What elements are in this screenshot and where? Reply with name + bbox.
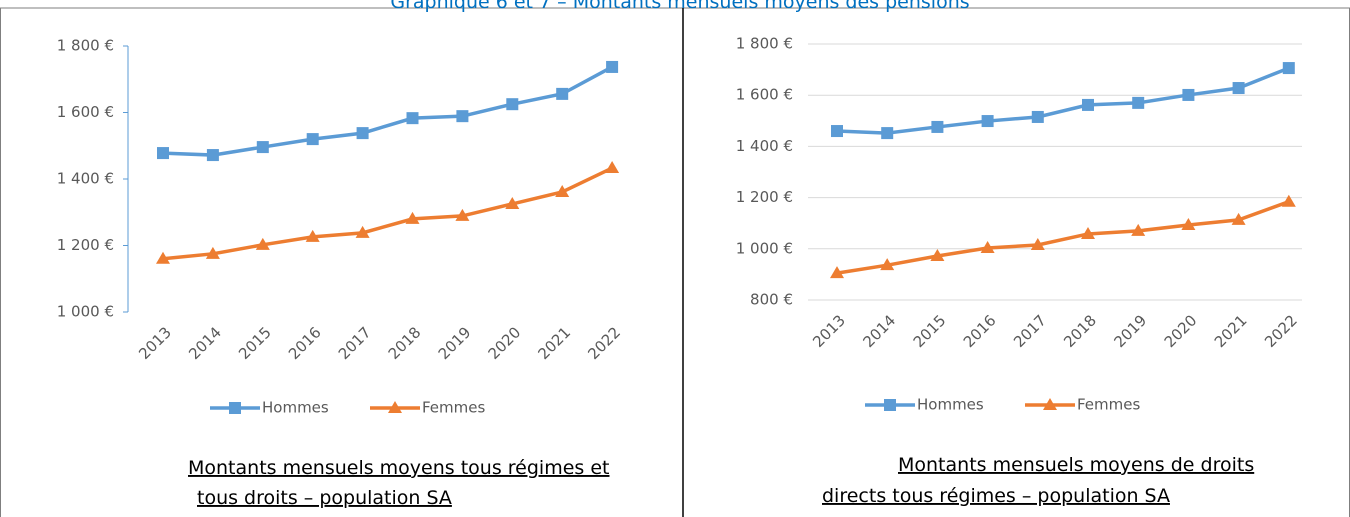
x-tick-label: 2015 [235,323,275,363]
marker [455,208,470,221]
marker [931,120,944,133]
x-tick-label: 2020 [485,323,525,363]
caption: tous droits – population SA [197,487,452,509]
x-tick-label: 2014 [185,323,225,363]
marker [1182,88,1195,101]
marker [981,115,994,128]
x-tick-label: 2013 [809,311,849,351]
marker [1282,62,1295,75]
marker [1081,226,1095,239]
marker [256,141,269,154]
marker [1031,110,1044,123]
x-tick-label: 2021 [534,323,574,363]
caption: Montants mensuels moyens de droits [898,454,1254,476]
marker [505,196,520,209]
legend-label: Hommes [262,399,329,417]
y-tick-label: 1 600 € [736,86,793,104]
y-tick-label: 1 000 € [57,303,114,321]
marker [980,241,995,254]
caption: directs tous régimes – population SA [822,485,1170,507]
marker [456,110,469,123]
x-tick-label: 2016 [285,323,325,363]
x-tick-label: 2022 [1261,311,1301,351]
y-tick-label: 1 000 € [736,239,793,257]
caption: Montants mensuels moyens tous régimes et [188,457,609,479]
y-tick-label: 1 200 € [57,236,114,254]
marker [1281,194,1296,207]
legend-marker [1043,398,1057,410]
y-tick-label: 1 800 € [57,37,114,55]
marker [605,161,620,174]
marker [356,127,369,140]
marker [406,112,419,125]
marker [1030,237,1045,250]
y-tick-label: 1 200 € [736,188,793,206]
marker [255,237,270,250]
x-tick-label: 2021 [1211,311,1251,351]
marker [1231,212,1246,225]
legend-label: Femmes [1077,396,1140,414]
x-tick-label: 2015 [910,311,950,351]
x-tick-label: 2016 [960,311,1000,351]
legend-marker [388,401,402,413]
marker [506,98,519,111]
x-tick-label: 2019 [435,323,475,363]
frame [0,7,1350,517]
legend-marker [229,402,241,414]
x-tick-label: 2020 [1161,311,1201,351]
marker [1181,217,1196,230]
x-tick-label: 2019 [1110,311,1150,351]
x-tick-label: 2014 [859,311,899,351]
marker [880,258,895,271]
x-tick-label: 2013 [135,323,175,363]
marker [556,87,569,100]
x-tick-label: 2018 [1060,311,1100,351]
marker [1082,98,1094,111]
y-tick-label: 1 800 € [736,35,793,53]
y-tick-label: 800 € [750,291,793,309]
legend-label: Hommes [917,396,984,414]
x-tick-label: 2017 [335,323,375,363]
marker [405,211,420,224]
y-tick-label: 1 400 € [736,137,793,155]
marker [355,225,370,238]
series-line [162,166,613,261]
marker [1132,96,1145,109]
marker [831,125,843,138]
x-tick-label: 2017 [1010,311,1050,351]
marker [1131,223,1146,236]
y-tick-label: 1 600 € [57,103,114,121]
marker [305,229,320,242]
marker [205,246,220,259]
series-line [836,200,1290,275]
marker [306,133,319,146]
marker [930,248,945,261]
marker [156,251,170,264]
marker [830,266,844,279]
marker [157,147,169,160]
marker [881,127,894,140]
marker [606,60,619,73]
marker [206,149,219,162]
marker [555,184,570,197]
x-tick-label: 2022 [584,323,624,363]
legend-label: Femmes [422,399,485,417]
series-line [162,65,613,157]
marker [1232,82,1245,95]
x-tick-label: 2018 [385,323,425,363]
page-title: Graphique 6 et 7 – Montants mensuels moy… [390,0,969,13]
y-tick-label: 1 400 € [57,170,114,188]
series-line [836,66,1290,135]
legend-marker [884,399,896,411]
